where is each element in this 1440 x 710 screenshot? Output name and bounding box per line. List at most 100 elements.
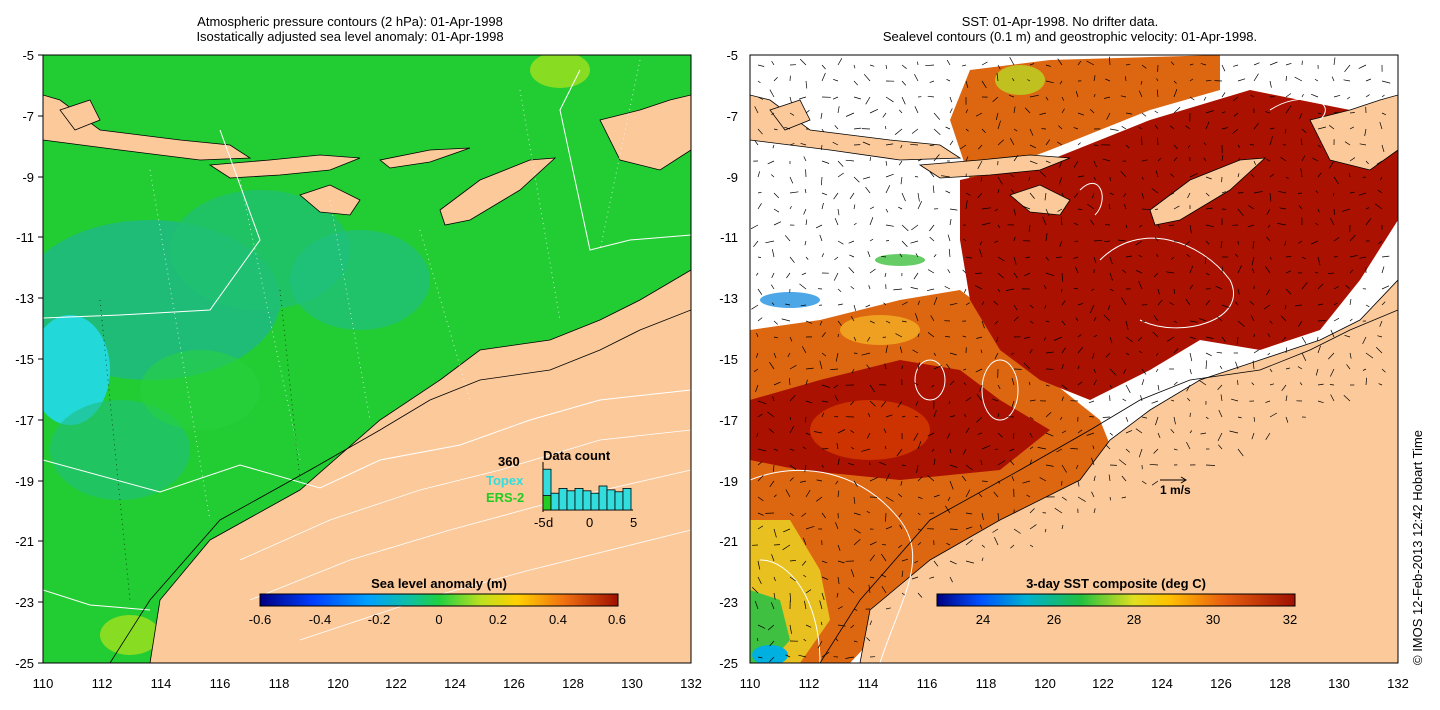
velocity-arrow <box>880 574 887 578</box>
histogram-bar-ers2 <box>542 495 552 511</box>
velocity-arrow <box>1153 315 1159 322</box>
velocity-arrow <box>861 448 871 452</box>
velocity-arrow <box>980 349 983 354</box>
left-xtick: 132 <box>680 676 702 691</box>
velocity-arrow <box>1298 320 1303 327</box>
velocity-arrow <box>979 248 983 258</box>
velocity-arrow <box>1061 288 1063 293</box>
velocity-arrow <box>821 128 825 133</box>
velocity-arrow <box>1156 253 1159 258</box>
velocity-arrow <box>1205 272 1210 276</box>
velocity-arrow <box>834 125 839 130</box>
velocity-arrow <box>773 77 778 82</box>
velocity-arrow <box>1219 365 1223 370</box>
velocity-arrow <box>914 313 919 322</box>
velocity-arrow <box>1280 315 1287 322</box>
velocity-arrow <box>997 460 1006 466</box>
velocity-arrow <box>1205 176 1212 180</box>
velocity-arrow <box>789 477 794 482</box>
velocity-arrow <box>1155 416 1159 426</box>
velocity-arrow <box>768 428 775 434</box>
velocity-arrow <box>1141 64 1147 69</box>
velocity-arrow <box>1157 432 1161 438</box>
velocity-arrow <box>1024 272 1031 277</box>
velocity-arrow <box>1285 176 1289 179</box>
velocity-arrow <box>1269 320 1273 325</box>
velocity-arrow <box>1237 144 1240 148</box>
velocity-arrow <box>981 544 986 548</box>
velocity-arrow <box>1317 208 1320 213</box>
velocity-arrow <box>771 112 775 116</box>
velocity-arrow <box>1125 76 1127 82</box>
velocity-arrow <box>1125 430 1133 434</box>
velocity-arrow <box>962 269 967 274</box>
right-xtick: 124 <box>1151 676 1173 691</box>
velocity-arrow <box>977 192 983 199</box>
velocity-arrow <box>1346 96 1351 100</box>
velocity-arrow <box>1284 304 1287 310</box>
velocity-arrow <box>1185 299 1191 306</box>
velocity-arrow <box>933 560 939 567</box>
velocity-arrow <box>1053 336 1063 341</box>
left-xtick: 112 <box>91 676 113 691</box>
velocity-arrow <box>813 431 823 434</box>
velocity-arrow <box>845 112 855 117</box>
velocity-arrow <box>837 458 840 466</box>
velocity-arrow <box>789 576 796 582</box>
velocity-arrow <box>789 560 796 562</box>
velocity-arrow <box>1332 192 1335 197</box>
velocity-arrow <box>1266 288 1271 296</box>
velocity-arrow <box>1317 345 1321 354</box>
velocity-arrow <box>1301 128 1307 133</box>
velocity-arrow <box>913 432 919 441</box>
velocity-arrow <box>885 512 887 522</box>
velocity-arrow <box>885 526 893 530</box>
velocity-arrow <box>803 156 807 162</box>
velocity-arrow <box>1125 320 1129 330</box>
velocity-arrow <box>949 218 952 226</box>
velocity-arrow <box>853 304 857 311</box>
velocity-arrow <box>1135 428 1143 434</box>
velocity-arrow <box>1105 78 1111 82</box>
velocity-arrow <box>881 256 887 258</box>
velocity-arrow <box>789 416 792 421</box>
velocity-arrow <box>1109 272 1113 281</box>
velocity-arrow <box>837 240 844 245</box>
velocity-arrow <box>1269 412 1278 418</box>
velocity-arrow <box>885 173 894 178</box>
velocity-arrow <box>1074 240 1079 243</box>
velocity-arrow <box>1093 508 1096 514</box>
left-ytick: -9 <box>22 170 34 185</box>
velocity-arrow <box>1203 157 1207 162</box>
velocity-arrow <box>997 384 1001 390</box>
velocity-arrow <box>1187 144 1191 149</box>
data-count-histogram <box>542 462 633 512</box>
sst-colorbar-tick: 30 <box>1205 612 1221 627</box>
velocity-arrow <box>865 186 871 194</box>
velocity-arrow <box>1215 285 1223 290</box>
velocity-arrow <box>965 560 974 564</box>
velocity-arrow <box>1154 208 1159 211</box>
velocity-arrow <box>801 346 807 354</box>
velocity-arrow <box>981 301 985 306</box>
velocity-arrow <box>933 352 937 356</box>
velocity-arrow <box>1010 189 1015 194</box>
velocity-arrow <box>1077 480 1080 487</box>
velocity-arrow <box>805 320 813 324</box>
velocity-arrow <box>1252 240 1255 249</box>
velocity-arrow <box>898 512 903 518</box>
velocity-arrow <box>850 400 855 406</box>
left-ytick: -7 <box>22 109 34 124</box>
velocity-arrow <box>1294 76 1303 82</box>
velocity-arrow <box>757 400 767 405</box>
sst-colorbar-tick: 26 <box>1046 612 1062 627</box>
velocity-arrow <box>981 61 988 66</box>
velocity-arrow <box>1237 288 1240 295</box>
velocity-arrow <box>1312 157 1319 162</box>
velocity-arrow <box>1328 352 1335 360</box>
velocity-arrow <box>755 352 759 358</box>
histogram-bar <box>558 487 568 511</box>
right-ytick: -19 <box>719 474 738 489</box>
velocity-arrow <box>1269 136 1273 146</box>
velocity-arrow <box>773 592 776 600</box>
